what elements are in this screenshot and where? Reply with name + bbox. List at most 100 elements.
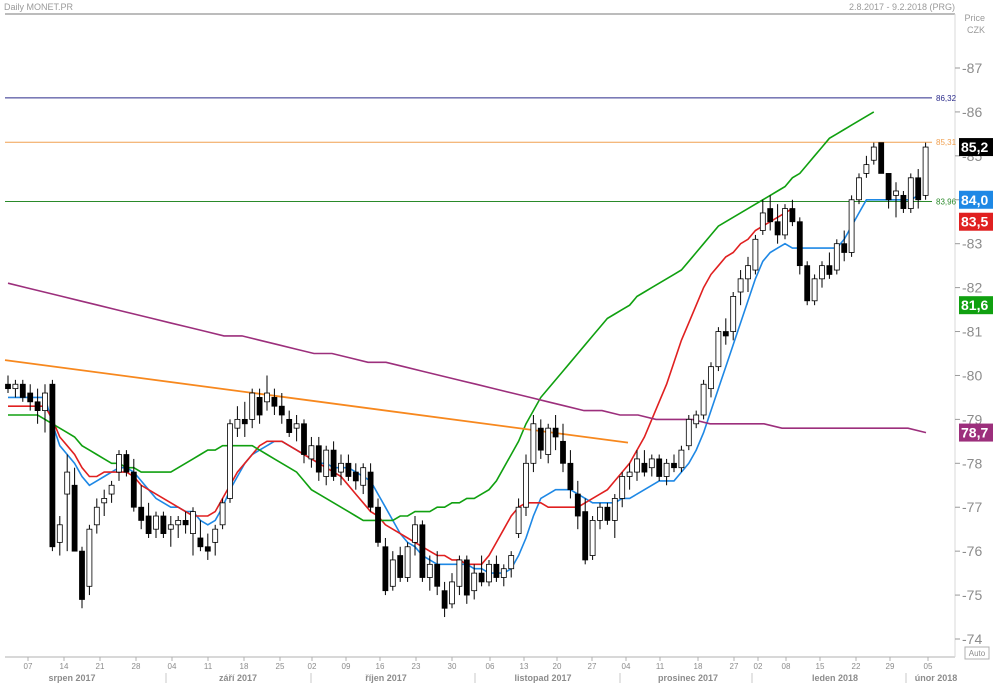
candle-body [264,392,270,403]
candle-body [456,559,463,587]
candle-body [530,423,537,464]
candle-body [64,471,71,495]
candle-body [708,366,714,390]
x-tick-label: 16 [376,662,385,671]
candle-body [870,146,877,161]
x-tick-label: 05 [924,662,933,671]
month-label: listopad 2017 [514,673,571,683]
y-tick-label: -81 [962,324,982,340]
candle-body [893,190,899,196]
y-tick-label: -87 [962,60,982,76]
candle-body [693,414,700,425]
candle-body [190,511,196,534]
last-value-badge [959,296,993,315]
candle-body [508,555,515,570]
candle-body [19,383,26,398]
candle-body [345,462,352,477]
candle-body [597,506,603,521]
candle-body [767,208,774,223]
candle-body [256,397,263,416]
trendline-layer [4,359,629,444]
candle-body [153,515,159,530]
candle-body [212,528,219,543]
candle-body [5,383,11,390]
candle-body [500,568,507,578]
candle-body [434,563,441,587]
candle-body [42,392,48,411]
candle-body [715,331,722,368]
candle-body [626,471,633,477]
last-value-badge [959,212,993,231]
candle-body [441,590,448,609]
candle-body [241,418,248,425]
y-tick-label: -83 [962,236,982,252]
x-tick-label: 27 [730,662,739,671]
candle-body [293,423,300,429]
last-value-badge [959,138,993,157]
auto-scale-button[interactable] [964,646,990,660]
x-tick-label: 30 [448,662,457,671]
candle-body [145,515,152,534]
date-range: 2.8.2017 - 9.2.2018 (PRG) [849,2,955,12]
candle-body [811,278,818,302]
last-value-text: 85,2 [961,139,988,155]
candle-body [619,476,626,499]
candle-body [560,440,566,464]
x-tick-label: 02 [308,662,317,671]
candle-body [826,265,833,275]
candle-body [730,295,737,332]
candlesticks [5,142,929,618]
candle-body [219,502,226,526]
candle-body [878,142,885,174]
candle-body [804,265,811,302]
candle-body [523,462,529,508]
x-tick-label: 27 [588,662,597,671]
candle-body [271,397,278,407]
candle-body [641,462,648,473]
candle-body [478,572,485,583]
last-value-badge [959,423,993,442]
candle-body [426,563,433,578]
candle-body [537,427,544,451]
candle-body [634,458,640,473]
x-tick-label: 04 [168,662,177,671]
moving-average-line [7,282,927,434]
y-tick-label: -78 [962,455,982,471]
candle-body [900,194,907,209]
last-value-badges: 85,2 84,0 83,5 81,6 78,7 [959,138,993,442]
candle-body [582,511,589,561]
candle-body [841,243,848,253]
candle-body [671,462,677,469]
last-value-text: 81,6 [961,297,988,313]
y-axis: -74-75-76-77-78-79-80-81-82-83-84-85-86-… [955,60,982,647]
candle-body [759,212,766,231]
moving-average-line [8,111,875,522]
candle-body [182,520,189,526]
candle-body [12,383,19,390]
y-tick-label: -86 [962,104,982,120]
candle-body [352,471,359,482]
x-tick-label: 18 [694,662,703,671]
candle-body [375,506,381,543]
x-tick-label: 02 [754,662,763,671]
candle-body [330,449,337,477]
candle-body [167,524,174,530]
candle-body [160,515,167,534]
candle-body [678,449,685,469]
x-tick-label: 22 [852,662,861,671]
candle-body [922,146,929,196]
moving-average-line [8,207,793,566]
candle-body [752,238,759,271]
candle-body [49,383,56,548]
x-tick-label: 14 [60,662,69,671]
moving-average-line [8,194,919,574]
x-tick-label: 21 [96,662,105,671]
last-value-badge [959,190,993,209]
candle-body [123,454,130,473]
y-tick-label: -74 [962,631,982,647]
x-tick-label: 04 [622,662,631,671]
level-label: 83,96 [936,198,957,207]
candle-body [545,427,552,455]
candle-body [863,164,870,174]
